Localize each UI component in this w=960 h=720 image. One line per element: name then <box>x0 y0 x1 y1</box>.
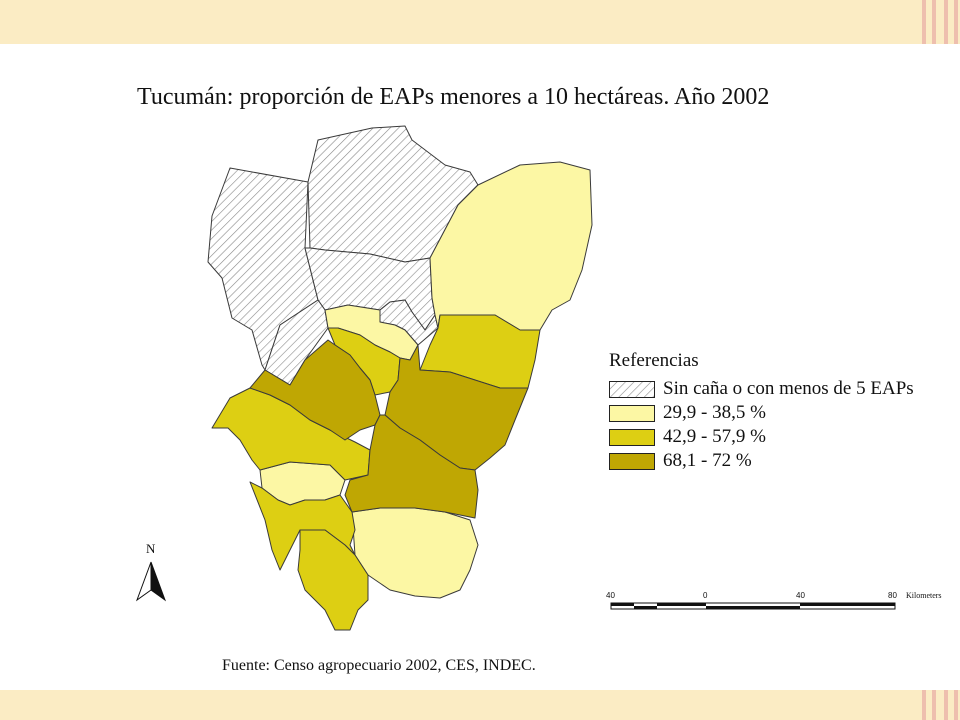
top-decorative-band <box>0 0 960 44</box>
department-south-dark <box>344 414 479 519</box>
legend-swatch-dark <box>609 452 655 470</box>
legend-label: Sin caña o con menos de 5 EAPs <box>663 378 914 399</box>
north-arrow-icon <box>135 561 167 602</box>
map-title: Tucumán: proporción de EAPs menores a 10… <box>137 84 770 110</box>
scale-unit-label: Kilometers <box>906 591 942 600</box>
department-south-medium <box>297 529 369 631</box>
legend-swatch-light <box>609 404 655 422</box>
department-southwest-medium <box>249 481 356 571</box>
legend-title: Referencias <box>609 350 699 371</box>
scale-tick-label: 40 <box>606 591 615 600</box>
source-note: Fuente: Censo agropecuario 2002, CES, IN… <box>222 657 536 674</box>
legend-label: 68,1 - 72 % <box>663 450 752 471</box>
department-west-dark <box>249 339 381 441</box>
legend-item-dark: 68,1 - 72 % <box>609 450 752 472</box>
legend-item-hatched: Sin caña o con menos de 5 EAPs <box>609 378 914 400</box>
legend-item-light: 29,9 - 38,5 % <box>609 402 766 424</box>
legend-item-medium: 42,9 - 57,9 % <box>609 426 766 448</box>
band-stripes <box>920 0 960 44</box>
scale-tick-label: 40 <box>796 591 805 600</box>
legend-label: 29,9 - 38,5 % <box>663 402 766 423</box>
department-south-light <box>351 507 479 599</box>
band-stripes <box>920 690 960 720</box>
bottom-decorative-band <box>0 690 960 720</box>
scale-tick-label: 80 <box>888 591 897 600</box>
scale-tick-label: 0 <box>703 591 708 600</box>
north-label: N <box>146 541 156 556</box>
scale-bar: 40 0 40 80 Kilometers <box>606 591 942 610</box>
legend-swatch-medium <box>609 428 655 446</box>
legend-swatch-hatched <box>609 380 655 398</box>
legend-label: 42,9 - 57,9 % <box>663 426 766 447</box>
